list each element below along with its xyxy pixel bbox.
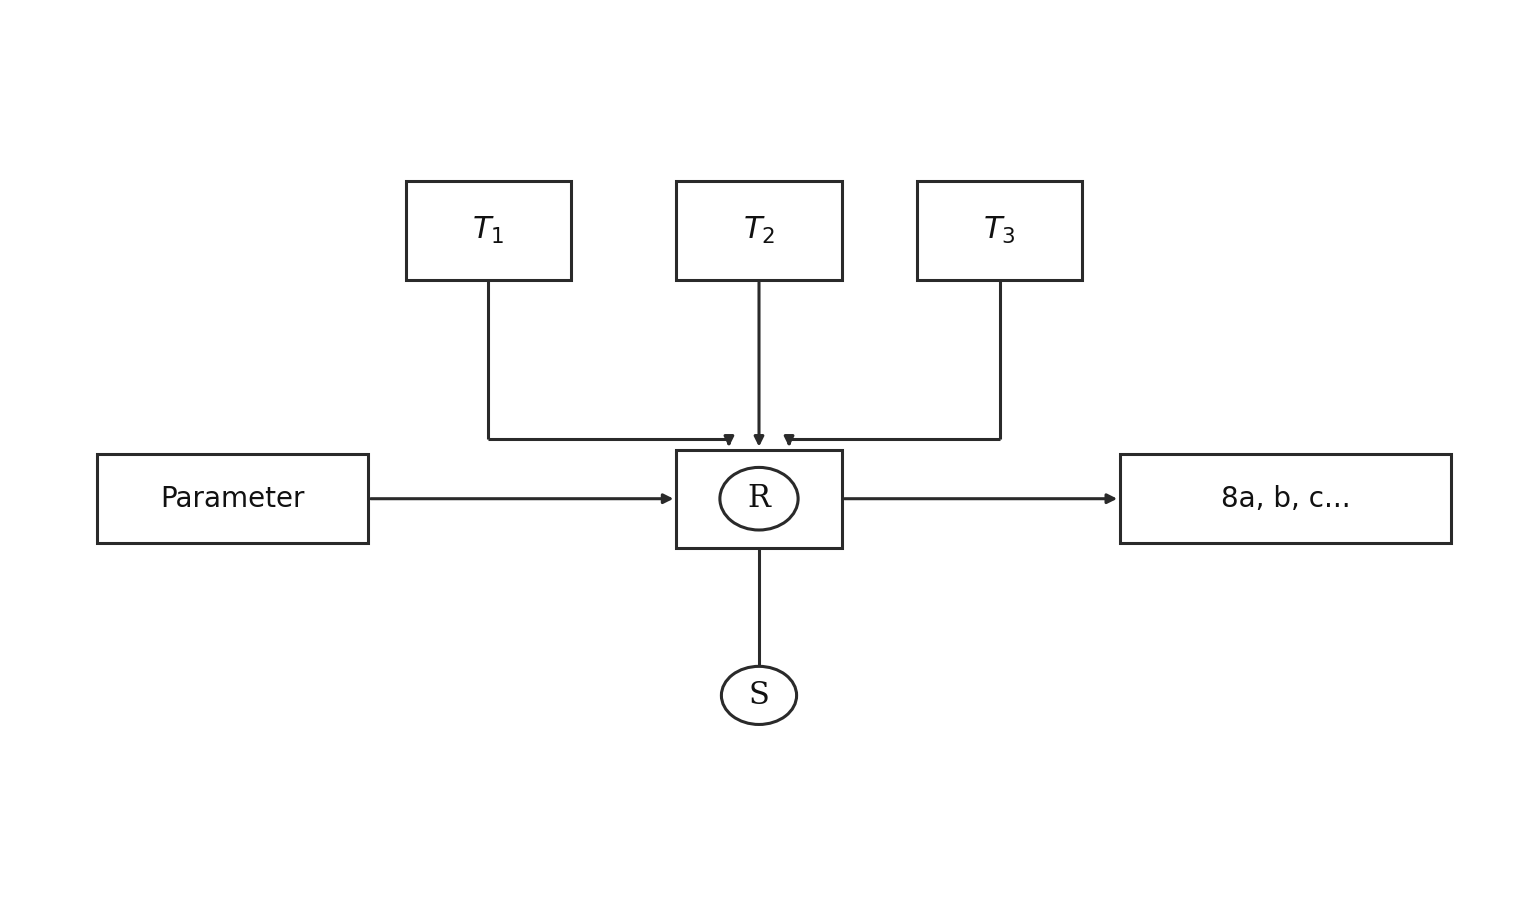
Ellipse shape [720, 468, 798, 530]
Text: 8a, b, c...: 8a, b, c... [1220, 485, 1350, 513]
Text: R: R [747, 483, 771, 514]
Bar [405, 182, 571, 280]
Bar [1120, 454, 1451, 543]
Ellipse shape [721, 666, 797, 725]
Bar [677, 182, 841, 280]
Text: Parameter: Parameter [161, 485, 305, 513]
Text: $T_2$: $T_2$ [742, 215, 776, 246]
Bar [97, 454, 367, 543]
Text: S: S [748, 680, 770, 711]
Text: $T_3$: $T_3$ [984, 215, 1016, 246]
Text: $T_1$: $T_1$ [472, 215, 504, 246]
Bar [917, 182, 1082, 280]
Bar [677, 449, 841, 548]
